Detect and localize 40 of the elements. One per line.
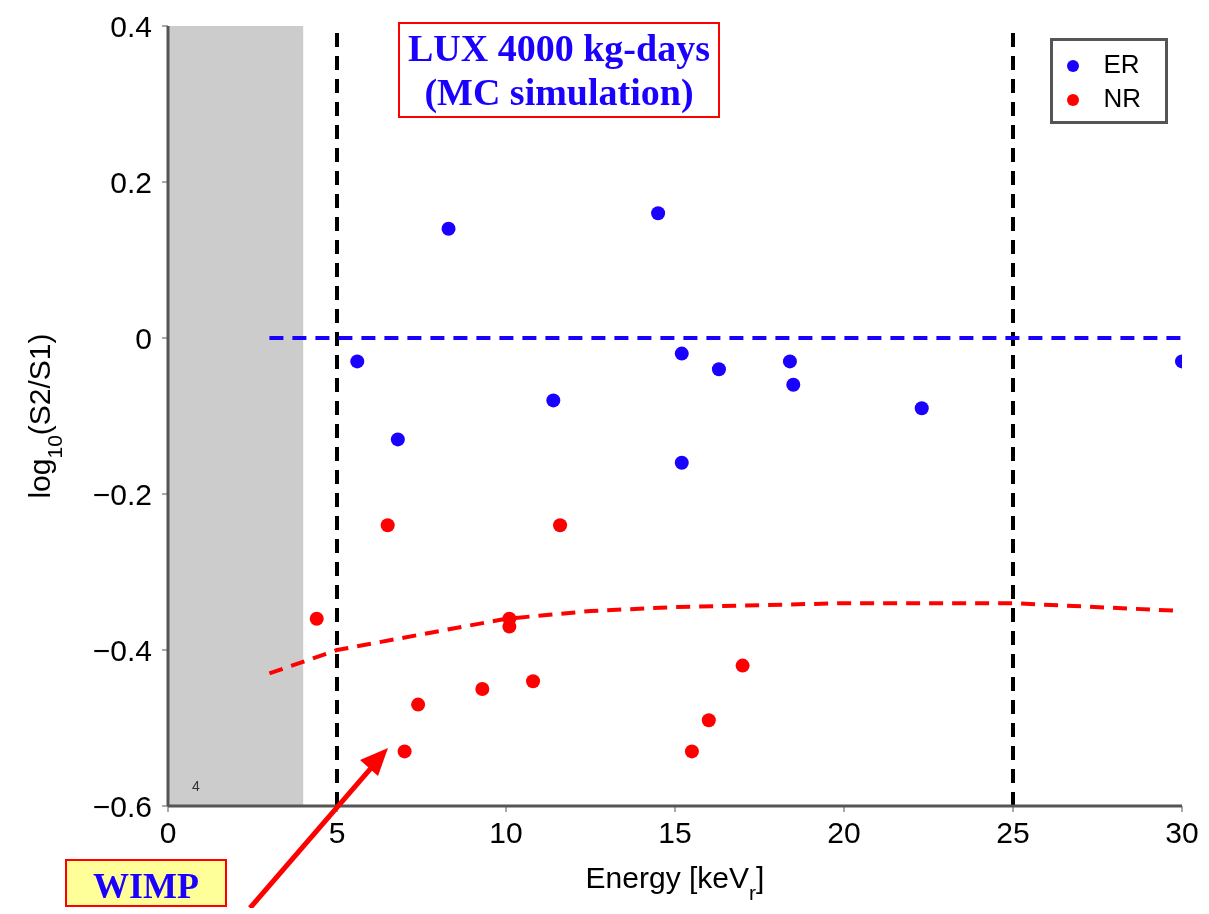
point — [390, 432, 405, 447]
annotation: 4 — [192, 778, 200, 794]
y-tick-label: −0.2 — [92, 477, 152, 511]
point — [553, 518, 568, 533]
legend-label: NR — [1103, 83, 1141, 113]
point — [380, 518, 395, 533]
x-tick-label: 10 — [489, 816, 523, 850]
x-tick-label: 15 — [658, 816, 692, 850]
point — [684, 744, 699, 759]
y-tick-label: −0.6 — [92, 789, 152, 823]
point — [711, 362, 726, 377]
x-axis-title: Energy [keV$_{r}$] — [585, 861, 765, 904]
point — [309, 611, 324, 626]
x-tick-label: 30 — [1165, 816, 1199, 850]
y-tick-label: 0 — [135, 321, 152, 355]
annotation: LUX 4000 kg-days (MC simulation) — [408, 26, 710, 114]
point — [674, 455, 689, 470]
point — [701, 713, 716, 728]
y-tick-label: −0.4 — [92, 633, 152, 667]
x-tick-label: 5 — [328, 816, 346, 850]
y-tick-label: 0.2 — [110, 165, 152, 199]
x-tick-label: 0 — [159, 816, 177, 850]
point — [411, 697, 426, 712]
y-tick-label: 0.4 — [110, 9, 152, 43]
x-tick-label: 25 — [996, 816, 1030, 850]
text: WIMP — [93, 866, 199, 906]
point — [782, 354, 797, 369]
point — [914, 401, 929, 416]
point — [526, 674, 541, 689]
point — [786, 377, 801, 392]
point — [475, 682, 490, 696]
point — [397, 744, 412, 759]
point — [546, 393, 561, 408]
point — [441, 221, 456, 236]
x-tick-label: 20 — [827, 816, 861, 850]
point — [350, 354, 365, 369]
point — [674, 346, 689, 361]
point — [735, 658, 750, 673]
point — [651, 206, 666, 221]
legend-label: ER — [1103, 49, 1140, 79]
